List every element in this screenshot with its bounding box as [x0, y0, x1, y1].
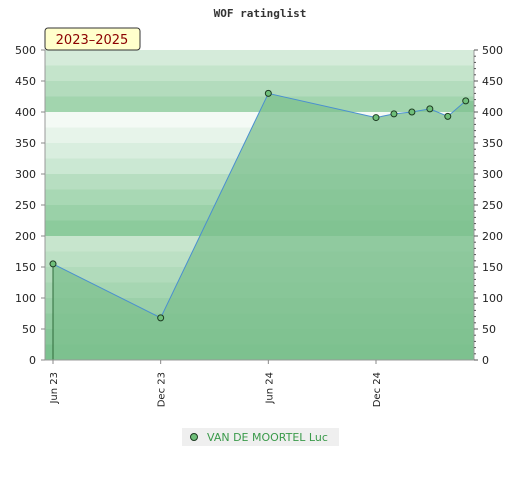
y-tick-label: 400 — [15, 106, 36, 119]
y-tick-label: 150 — [15, 261, 36, 274]
data-point — [408, 108, 416, 116]
x-tick-label: Dec 24 — [372, 372, 383, 407]
y-tick-label: 500 — [15, 44, 36, 57]
y-ticks-left: 0 50 100 150 200 250 300 350 400 450 500 — [15, 44, 45, 367]
y-tick-label: 500 — [482, 44, 503, 57]
background-band — [45, 65, 474, 81]
x-tick-label: Dec 23 — [157, 372, 168, 407]
background-band — [45, 50, 474, 66]
data-point — [372, 114, 380, 122]
period-badge: 2023–2025 — [44, 27, 141, 51]
background-band — [45, 96, 474, 112]
x-ticks: Jun 23 Dec 23 Jun 24 Dec 24 — [49, 360, 383, 407]
x-tick-label: Jun 24 — [264, 372, 275, 405]
data-point — [49, 260, 57, 268]
y-tick-label: 0 — [482, 354, 489, 367]
y-tick-label: 350 — [482, 137, 503, 150]
y-tick-label: 0 — [29, 354, 36, 367]
series-area — [53, 93, 474, 361]
legend-label: VAN DE MOORTEL Luc — [207, 430, 328, 444]
data-point — [390, 110, 398, 118]
data-point — [264, 89, 272, 97]
y-tick-label: 50 — [22, 323, 36, 336]
y-ticks-right: 0 50 100 150 200 250 300 350 400 450 500 — [474, 44, 503, 367]
y-tick-label: 100 — [15, 292, 36, 305]
data-point — [426, 105, 434, 113]
data-point — [157, 314, 165, 322]
y-tick-label: 50 — [482, 323, 496, 336]
y-tick-label: 450 — [482, 75, 503, 88]
x-tick-label: Jun 23 — [49, 372, 60, 405]
y-tick-label: 350 — [15, 137, 36, 150]
background-band — [45, 81, 474, 97]
y-tick-label: 150 — [482, 261, 503, 274]
y-tick-label: 250 — [482, 199, 503, 212]
legend: VAN DE MOORTEL Luc — [182, 428, 339, 446]
y-tick-label: 100 — [482, 292, 503, 305]
y-tick-label: 450 — [15, 75, 36, 88]
period-badge-text: 2023–2025 — [56, 33, 129, 48]
data-points — [49, 89, 470, 322]
y-tick-label: 400 — [482, 106, 503, 119]
chart-title: WOF ratinglist — [214, 7, 307, 20]
y-tick-label: 200 — [482, 230, 503, 243]
y-tick-label: 300 — [482, 168, 503, 181]
y-tick-label: 300 — [15, 168, 36, 181]
y-tick-label: 250 — [15, 199, 36, 212]
data-point — [444, 112, 452, 120]
data-point — [462, 97, 470, 105]
y-minor-ticks-right — [474, 49, 476, 361]
legend-marker-icon — [190, 433, 198, 441]
y-tick-label: 200 — [15, 230, 36, 243]
